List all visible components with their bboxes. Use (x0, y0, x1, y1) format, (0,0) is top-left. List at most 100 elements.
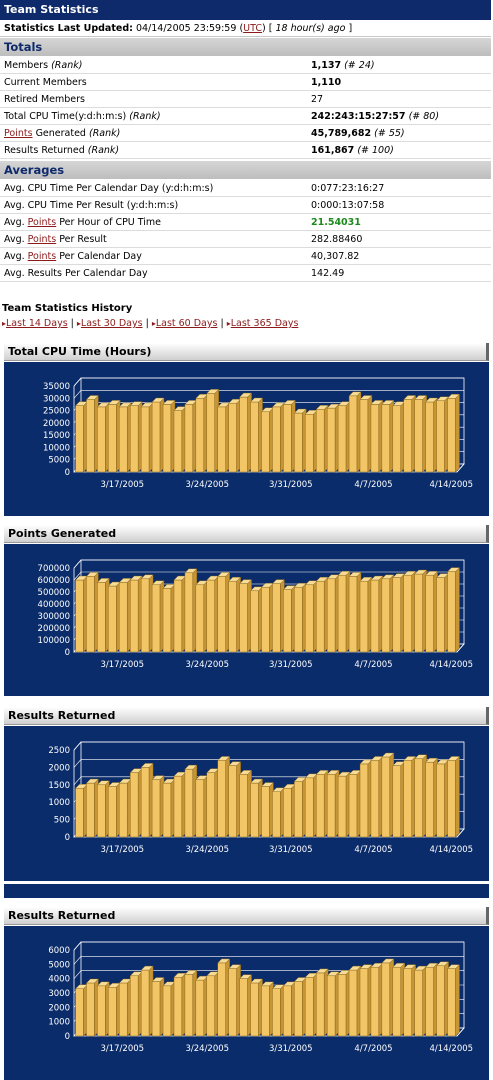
bar (195, 775, 209, 838)
bar (129, 401, 143, 473)
bar (403, 395, 417, 473)
y-tick-label: 1000 (48, 798, 70, 808)
y-tick-label: 6000 (48, 946, 70, 956)
y-tick-label: 0 (65, 1032, 70, 1042)
avg-ppd-prefix: Avg. (4, 251, 28, 262)
right-triangle-icon: ▸ (2, 319, 7, 328)
bar (326, 971, 340, 1037)
y-tick-label: 0 (65, 833, 70, 843)
bar (293, 582, 307, 653)
cpu-rank-label: (Rank) (129, 111, 161, 122)
avg-points-hour-row: Avg. Points Per Hour of CPU Time 21.5403… (0, 214, 491, 231)
bar (392, 573, 406, 653)
bar (414, 754, 428, 838)
bar (162, 981, 176, 1037)
points-rank: (# 55) (374, 128, 405, 139)
last-60-days-link[interactable]: Last 60 Days (155, 318, 218, 329)
avg-pph-points-link[interactable]: Points (27, 217, 57, 228)
bar (447, 755, 460, 838)
panel-spacer (4, 884, 489, 898)
results-rank: (# 100) (357, 145, 394, 156)
bar (217, 755, 231, 838)
bar (381, 399, 395, 473)
bar (206, 971, 220, 1037)
gridline (73, 389, 464, 399)
y-tick-label: 600000 (38, 576, 70, 586)
y-tick-label: 30000 (43, 394, 70, 404)
bar (151, 977, 165, 1037)
points-link[interactable]: Points (4, 128, 33, 139)
last-365-days-link[interactable]: Last 365 Days (230, 318, 299, 329)
bar (304, 409, 318, 473)
bar (206, 575, 220, 653)
gridline (73, 956, 464, 965)
bar (250, 397, 264, 473)
last-updated-line: Statistics Last Updated: 04/14/2005 23:5… (0, 20, 491, 37)
x-tick-label: 4/7/2005 (354, 1044, 392, 1054)
bar (337, 969, 351, 1037)
bar (184, 568, 198, 653)
bar (195, 580, 209, 653)
bar (315, 404, 329, 473)
bar (359, 759, 373, 838)
bar (403, 755, 417, 838)
results-chart-2: 0 1000 2000 3000 4000 5000 6000 3/17/2005 3/24/2… (48, 941, 473, 1054)
avg-ppd-points-link[interactable]: Points (27, 251, 57, 262)
bar (282, 585, 296, 653)
x-tick-label: 3/24/2005 (185, 1044, 229, 1054)
cpu-time-chart-panel: 0 5000 10000 15000 20000 25000 30000 35000 3/17/… (4, 362, 489, 516)
last-30-days-link[interactable]: Last 30 Days (80, 318, 143, 329)
bar (392, 962, 406, 1037)
avg-ppr-points-link[interactable]: Points (27, 234, 57, 245)
results-rank-label: (Rank) (87, 145, 120, 156)
avg-points-result-value: 282.88460 (311, 234, 363, 245)
x-tick-label: 3/24/2005 (185, 480, 229, 490)
avg-cpu-day-value: 0:077:23:16:27 (311, 183, 385, 194)
avg-ppr-suffix: Per Result (56, 234, 107, 245)
utc-link[interactable]: UTC (243, 23, 262, 34)
ago-close: ] (348, 23, 353, 34)
bar (107, 399, 121, 473)
points-value: 45,789,682 (311, 128, 372, 139)
bar (107, 782, 121, 838)
bar (195, 393, 209, 473)
last-updated-datetime: 04/14/2005 23:59:59 (135, 23, 237, 34)
bar (414, 569, 428, 653)
bar (96, 981, 110, 1037)
members-rank: (# 24) (344, 60, 375, 71)
chart-title: Total CPU Time (Hours) (4, 343, 489, 361)
x-tick-label: 3/17/2005 (100, 845, 144, 855)
points-chart: 0 100000 200000 300000 400000 500000 600000 700… (38, 559, 473, 670)
bar (392, 761, 406, 838)
bar (271, 402, 285, 473)
bar (228, 964, 242, 1037)
chart-title: Points Generated (4, 525, 489, 543)
bar (414, 965, 428, 1037)
cpu-time-value: 242:243:15:27:57 (311, 111, 406, 122)
bar (348, 571, 362, 653)
gridline (73, 941, 464, 951)
last-14-days-link[interactable]: Last 14 Days (6, 318, 68, 329)
x-tick-label: 3/17/2005 (100, 660, 144, 670)
axis-edge (456, 828, 465, 838)
y-tick-label: 700000 (38, 564, 70, 574)
bar (261, 981, 274, 1037)
right-triangle-icon: ▸ (226, 319, 231, 328)
bar (140, 762, 154, 838)
page-title: Team Statistics (0, 0, 491, 20)
y-tick-label: 25000 (43, 407, 70, 417)
avg-points-result-row: Avg. Points Per Result 282.88460 (0, 231, 491, 248)
right-triangle-icon: ▸ (76, 319, 81, 328)
bar (129, 971, 143, 1037)
gridline (73, 571, 464, 581)
current-members-row: Current Members 1,110 (0, 74, 491, 91)
x-tick-label: 3/31/2005 (269, 1044, 313, 1054)
retired-members-label: Retired Members (4, 94, 86, 105)
avg-cpu-day-label: Avg. CPU Time Per Calendar Day (y:d:h:m:… (4, 183, 214, 194)
y-tick-label: 5000 (48, 456, 70, 466)
avg-cpu-day-row: Avg. CPU Time Per Calendar Day (y:d:h:m:… (0, 180, 491, 197)
bar (107, 581, 121, 653)
bar (228, 398, 242, 473)
current-members-label: Current Members (4, 77, 87, 88)
cpu-time-row: Total CPU Time(y:d:h:m:s) (Rank) 242:243… (0, 108, 491, 125)
